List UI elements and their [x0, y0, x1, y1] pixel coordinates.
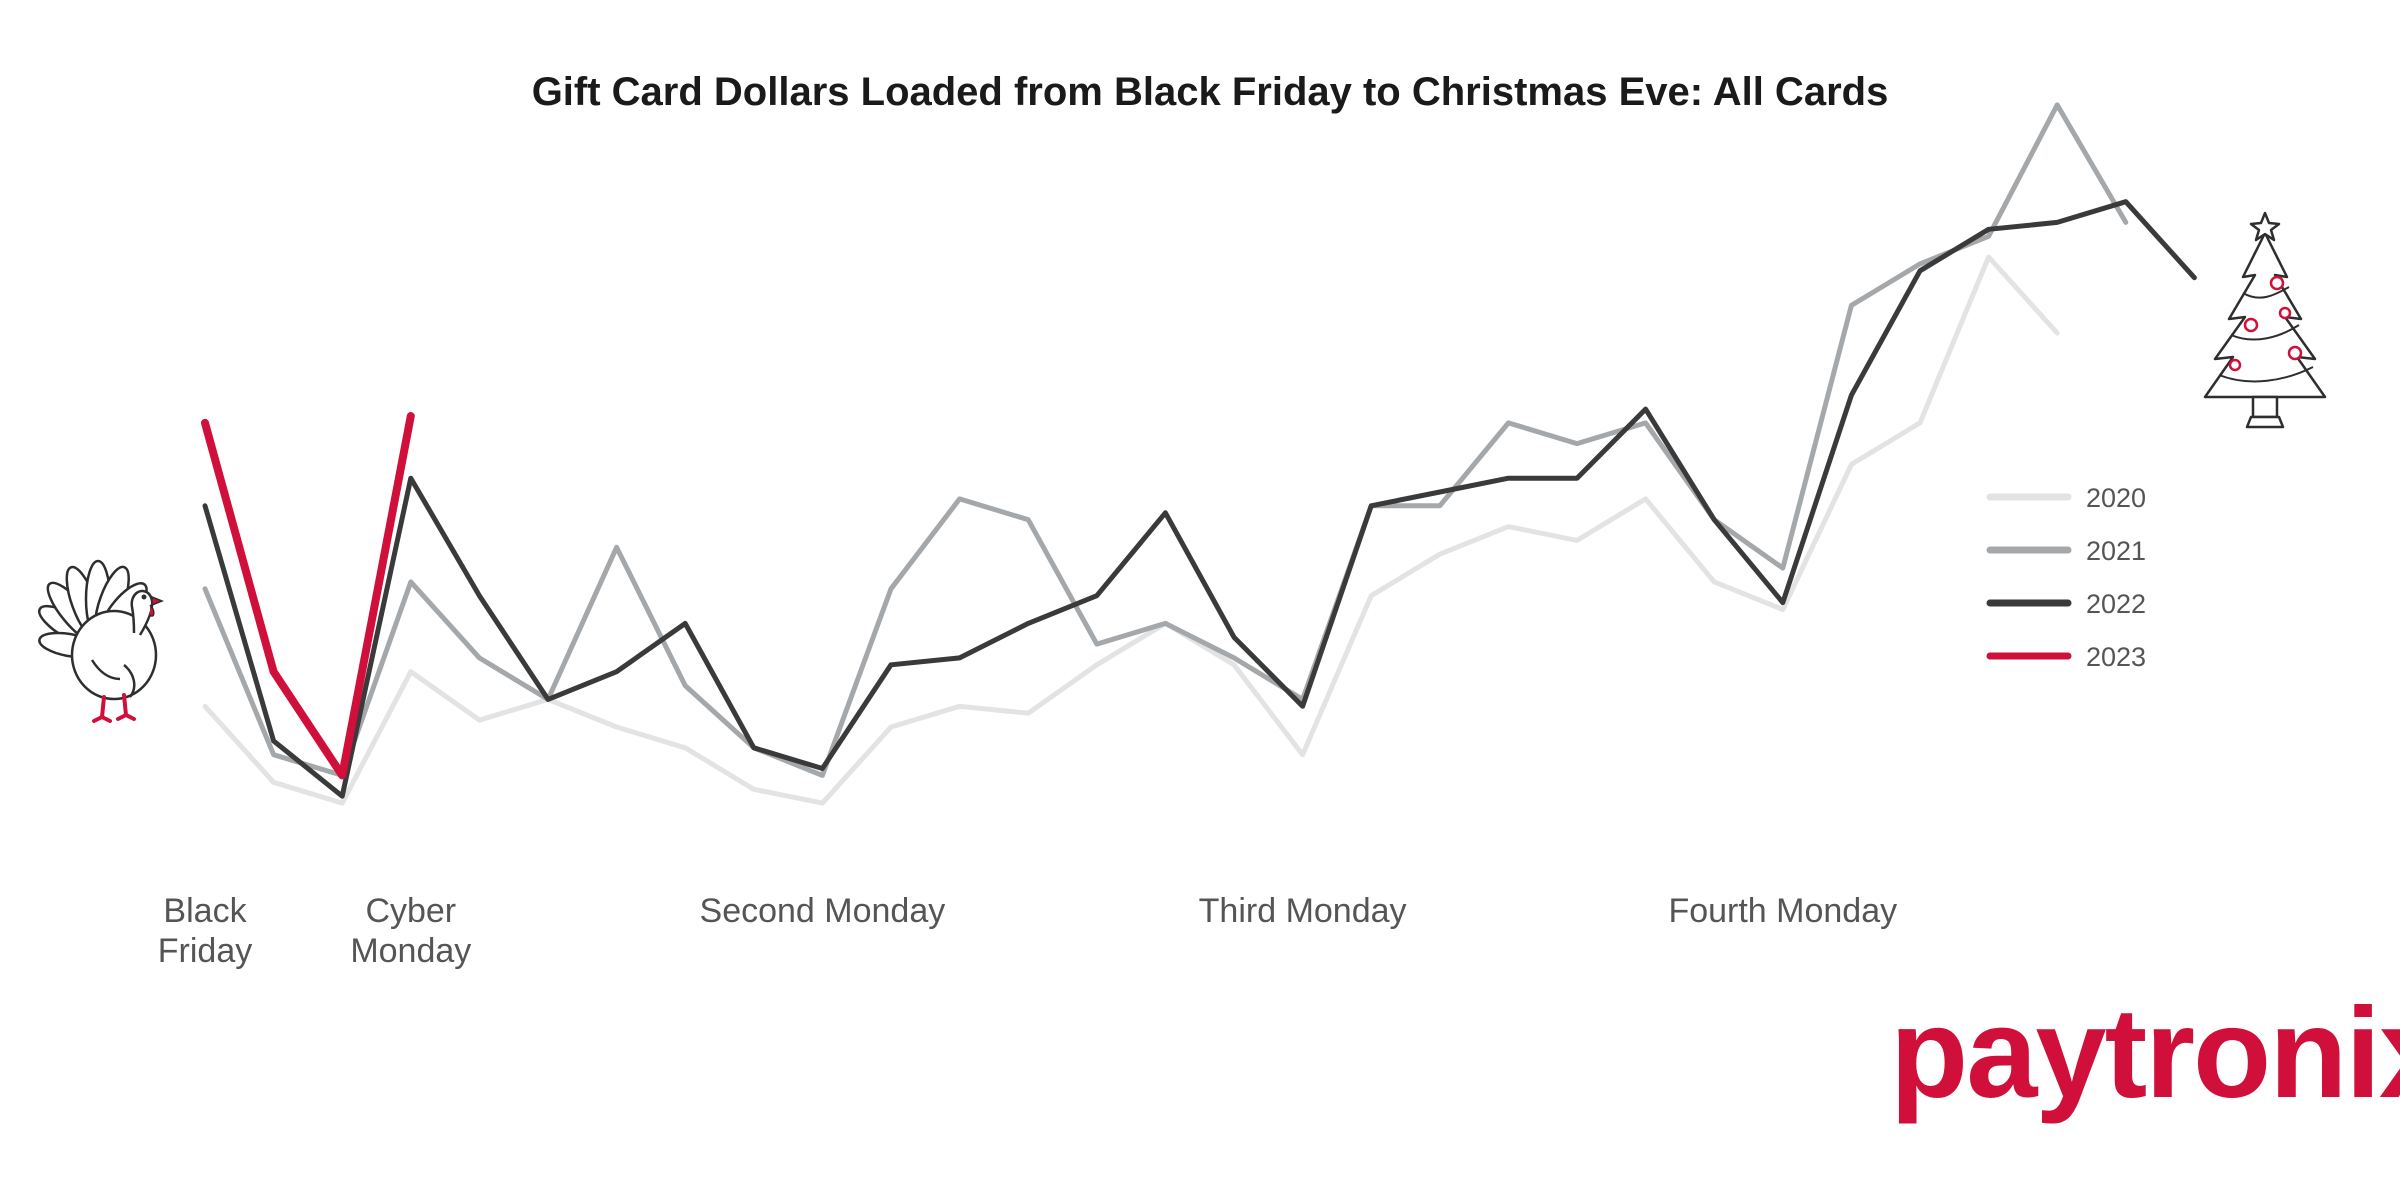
legend-label: 2020 — [2086, 483, 2146, 513]
legend-item-2023: 2023 — [1986, 642, 2146, 672]
legend-label: 2021 — [2086, 536, 2146, 566]
legend-label: 2022 — [2086, 589, 2146, 619]
chart-title: Gift Card Dollars Loaded from Black Frid… — [531, 70, 1889, 114]
brand-logo: paytronix — [1890, 982, 2400, 1125]
legend: 2020 2021 2022 2023 — [1986, 483, 2146, 672]
christmas-tree-illustration — [2203, 211, 2327, 429]
legend-item-2020: 2020 — [1986, 483, 2146, 513]
x-tick-label: Black Friday — [158, 892, 252, 970]
series-line-2023 — [201, 412, 415, 780]
turkey-illustration — [38, 559, 165, 723]
legend-label: 2023 — [2086, 642, 2146, 672]
x-tick-label: Fourth Monday — [1668, 892, 1897, 930]
legend-item-2021: 2021 — [1986, 536, 2146, 566]
legend-item-2022: 2022 — [1986, 589, 2146, 619]
x-tick-label: Second Monday — [700, 892, 946, 930]
series-line-2020 — [202, 254, 2060, 806]
series-line-2021 — [202, 102, 2129, 778]
plot-area — [201, 102, 2197, 806]
series-line-2022 — [202, 199, 2197, 799]
x-tick-label: Cyber Monday — [350, 892, 471, 970]
x-axis-tick-labels: Black Friday Cyber Monday Second Monday Third… — [158, 892, 1897, 970]
x-tick-label: Third Monday — [1199, 892, 1407, 930]
